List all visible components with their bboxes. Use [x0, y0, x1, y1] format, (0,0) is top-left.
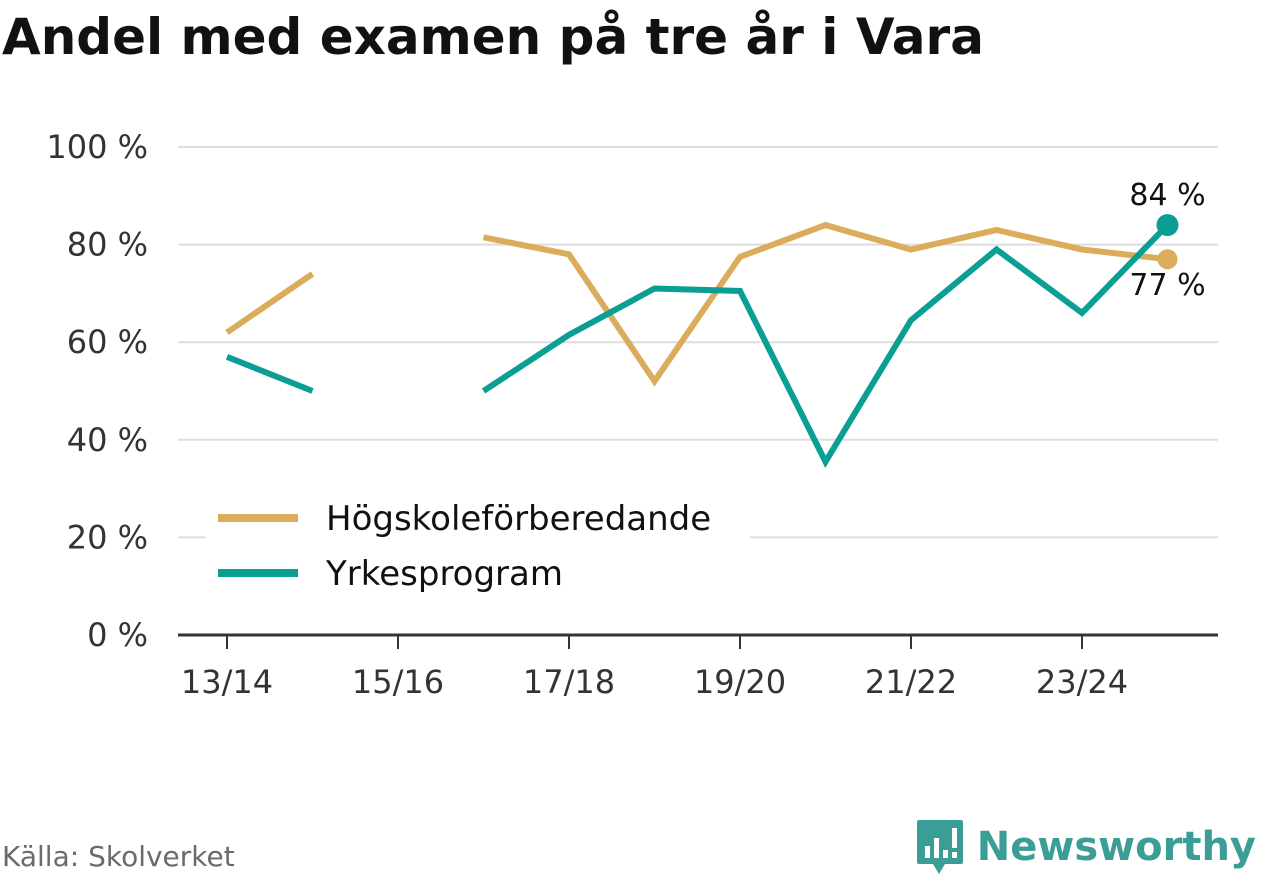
x-tick-label: 21/22: [865, 663, 957, 701]
yrkes-line: [225, 354, 314, 394]
grid-lines: [178, 146, 1218, 539]
y-tick-label: 0 %: [87, 616, 148, 654]
x-tick-label: 23/24: [1036, 663, 1128, 701]
x-tick-label: 19/20: [694, 663, 786, 701]
brand-logo: Newsworthy: [915, 818, 1256, 876]
legend-label: Högskoleförberedande: [326, 499, 711, 539]
legend-background: [205, 487, 750, 539]
y-tick-label: 40 %: [67, 421, 148, 459]
y-tick-label: 20 %: [67, 518, 148, 556]
end-value-label: 77 %: [1129, 268, 1205, 303]
end-markers: 77 % 84 %: [1129, 178, 1205, 303]
hogskole-line: [225, 271, 315, 335]
x-tick-label: 15/16: [352, 663, 444, 701]
y-tick-label: 100 %: [46, 128, 148, 166]
y-axis-labels: 0 % 20 % 40 % 60 % 80 % 100 %: [46, 128, 148, 654]
source-note: Källa: Skolverket: [2, 840, 235, 873]
legend: Högskoleförberedande Yrkesprogram: [205, 487, 750, 594]
end-value-label: 84 %: [1129, 178, 1205, 213]
chart-title: Andel med examen på tre år i Vara: [2, 8, 984, 66]
legend-label: Yrkesprogram: [325, 554, 563, 594]
x-tick-label: 13/14: [181, 663, 273, 701]
y-tick-label: 80 %: [67, 226, 148, 264]
x-tick-label: 17/18: [523, 663, 615, 701]
yrkes-line: [481, 222, 1170, 468]
hogskole-line: [482, 221, 1168, 387]
newsworthy-logo-icon: [915, 818, 965, 876]
end-marker: [1157, 249, 1178, 270]
end-marker: [1156, 214, 1179, 237]
x-axis: 13/14 15/16 17/18 19/20 21/22 23/24: [178, 633, 1218, 701]
y-tick-label: 60 %: [67, 323, 148, 361]
series-lines: [225, 221, 1170, 468]
brand-name: Newsworthy: [976, 824, 1256, 870]
